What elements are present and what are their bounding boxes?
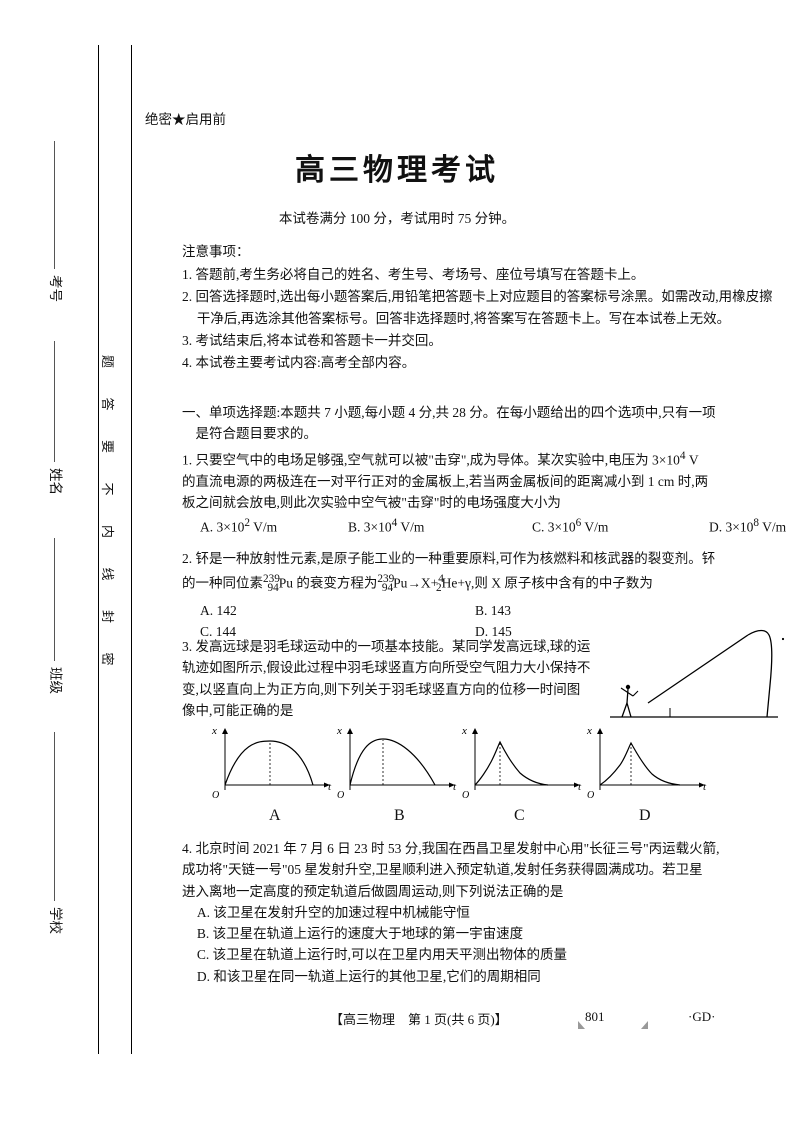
- svg-text:O: O: [212, 790, 219, 801]
- svg-text:x: x: [211, 725, 217, 737]
- svg-text:x: x: [336, 725, 342, 737]
- svg-text:t: t: [703, 781, 707, 793]
- svg-text:t: t: [328, 781, 332, 793]
- svg-text:O: O: [337, 790, 344, 801]
- svg-text:t: t: [578, 781, 582, 793]
- svg-text:O: O: [587, 790, 594, 801]
- svg-text:t: t: [453, 781, 457, 793]
- svg-text:x: x: [586, 725, 592, 737]
- svg-text:O: O: [462, 790, 469, 801]
- svg-text:x: x: [461, 725, 467, 737]
